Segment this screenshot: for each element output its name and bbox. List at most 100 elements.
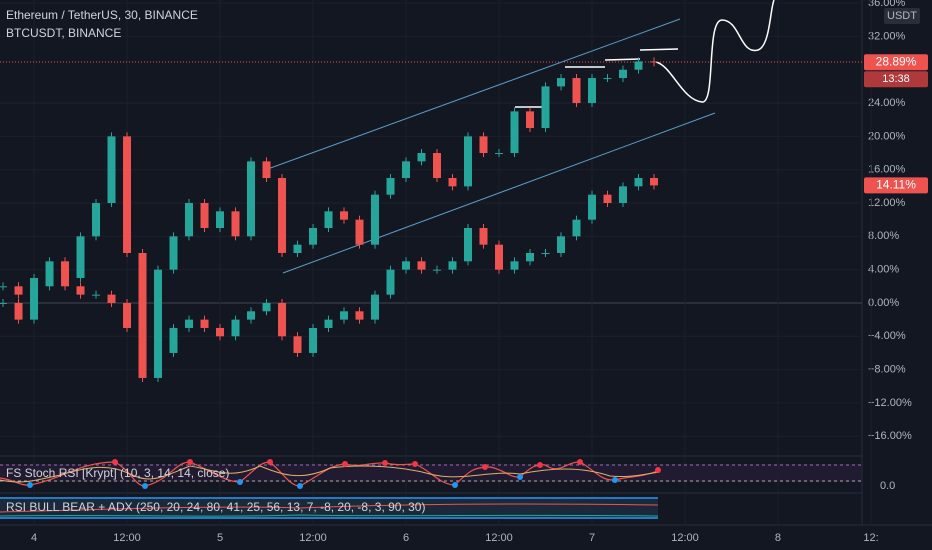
candle-body [14,286,23,295]
rsi-band [0,497,658,519]
stoch-dot [142,483,148,489]
level-line [604,58,641,61]
candles [0,57,658,382]
candle-body [340,211,349,220]
candle-body [216,211,225,228]
candle-body [433,153,442,179]
value-badge [864,177,928,194]
candle-body [92,294,101,296]
x-tick-label: 6 [403,532,409,544]
level-line [639,48,679,51]
stoch-band [0,464,862,482]
stoch-dot [27,482,33,488]
y-tick-label: 32.00% [868,30,906,42]
currency-label: USDT [887,10,917,22]
candle-body [231,211,240,237]
y-tick-label: −4.00% [868,330,906,342]
y-tick-label: −8.00% [868,364,906,376]
candle-body [448,178,457,187]
candle-body [603,78,612,80]
candle-body [154,269,163,378]
countdown-badge [864,71,928,88]
value-badge [864,54,928,71]
x-tick-label: 12:00 [299,532,327,544]
y-tick-label: −16.00% [868,430,912,442]
rsi-bull [0,503,659,513]
candle-body [634,178,643,187]
x-tick-label: 8 [775,532,781,544]
candle-body [464,136,473,187]
candle-body [618,69,627,79]
candle-body [247,161,256,237]
candle-body [185,203,194,237]
candle-body [495,244,504,270]
y-tick-label: 20.00% [868,130,906,142]
candle-body [355,219,364,245]
y-tick-label: 0.00% [868,297,899,309]
candle-body [371,294,380,320]
value-label: 28.89% [876,54,917,68]
x-tick-label: 12: [863,532,878,544]
x-tick-label: 12:00 [485,532,513,544]
stoch-dot [237,479,243,485]
channel-upper [264,18,681,171]
candle-body [45,277,54,287]
y-tick-label: 36.00% [868,0,906,9]
candle-body [262,161,271,179]
x-tick-label: 4 [31,532,37,544]
candle-body [572,78,581,104]
value-label: 14.11% [876,178,916,192]
candle-body [278,178,287,253]
candle-body [262,302,271,312]
candle-body [464,227,473,262]
candle-body [216,327,225,337]
candle-body [448,261,457,270]
candle-body [649,61,658,63]
candle-body [169,236,178,270]
y-tick-label: 4.00% [868,264,899,276]
stoch-dot [537,462,543,468]
candle-body [603,194,612,204]
currency-badge [884,8,920,24]
candle-body [479,136,488,154]
candle-body [154,352,163,370]
y-tick-label: 8.00% [868,230,899,242]
candle-body [185,319,194,328]
candle-body [45,261,54,278]
stoch-dot [112,459,118,465]
stoch-d [0,465,661,483]
stoch-dot [655,467,661,473]
badges: 28.89% 13:38 14.11% [864,54,928,194]
candle-body [526,252,535,262]
x-tick-label: 12:00 [113,532,141,544]
candle-body [433,269,442,271]
candle-body [138,327,147,370]
candle-body [92,203,101,237]
x-tick-label: 5 [217,532,223,544]
candle-body [61,277,70,287]
stoch-dot [612,477,618,483]
candle-body [138,252,147,378]
stoch-dot [452,482,458,488]
candle-body [0,286,8,288]
candle-body [76,286,85,295]
indicator-tick: 0.0 [880,480,895,492]
rsi-bear [0,514,659,517]
candle-body [588,194,597,220]
candle-body [479,227,488,245]
y-tick-label: −12.00% [868,397,912,409]
candle-body [402,161,411,179]
candle-body [340,311,349,320]
y-tick-label: 12.00% [868,197,906,209]
y-tick-label: 24.00% [868,97,906,109]
candle-body [324,211,333,228]
candle-body [495,153,504,155]
candle-body [588,78,597,104]
candle-body [107,294,116,303]
candle-body [417,261,426,270]
candle-body [371,194,380,245]
candle-body [30,286,39,295]
candle-body [123,136,132,253]
candle-body [61,261,70,278]
candle-body [526,111,535,129]
